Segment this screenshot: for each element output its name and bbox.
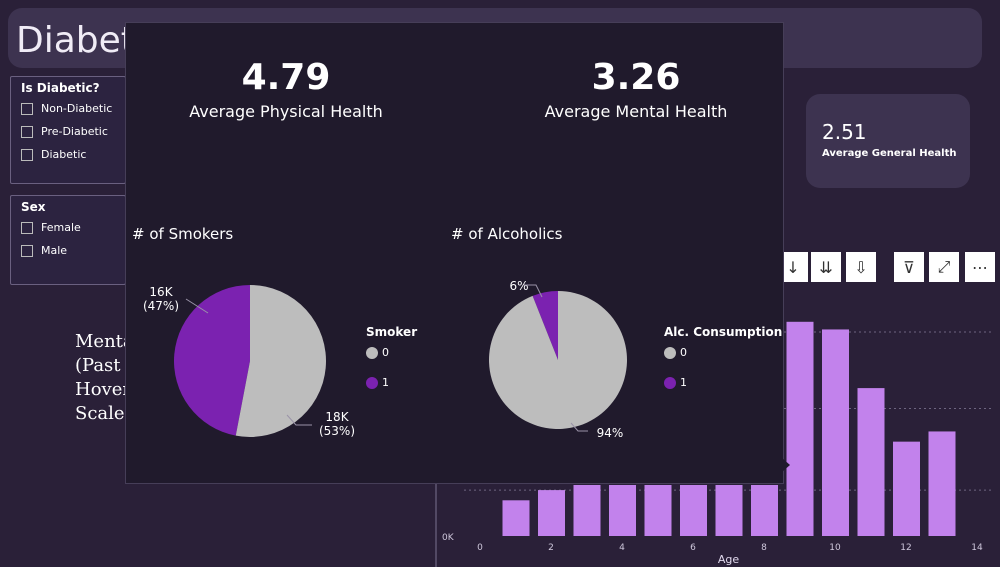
slicer-option-female[interactable]: Female [21, 221, 81, 234]
background-description-text: Menta (Past Hover Scale: [75, 330, 125, 426]
x-tick-label: 14 [971, 543, 983, 553]
x-axis-label: Age [718, 553, 740, 566]
leader-line-0 [185, 298, 209, 314]
more-options-icon[interactable]: ⋯ [965, 252, 995, 282]
pie-leader-lines [185, 284, 588, 432]
smokers-label-0: 18K (53%) [312, 410, 362, 438]
x-tick-label: 0 [477, 543, 483, 553]
slicer-option-pre-diabetic[interactable]: Pre-Diabetic [21, 125, 108, 138]
physical-health-kpi: 4.79 Average Physical Health [166, 57, 406, 121]
kpi-label: Average Physical Health [189, 102, 383, 121]
smokers-label-1: 16K (47%) [136, 285, 186, 313]
option-label: Pre-Diabetic [41, 125, 108, 138]
leader-line-1 [286, 414, 312, 426]
x-tick-label: 4 [619, 543, 625, 553]
checkbox[interactable] [21, 245, 33, 257]
data-label-percent: (47%) [142, 299, 180, 313]
x-tick-label: 8 [761, 543, 767, 553]
x-tick-label: 10 [829, 543, 841, 553]
data-label-value: 18K [325, 410, 349, 424]
alcoholics-pie-chart[interactable] [489, 291, 627, 429]
bar-age-9[interactable] [786, 321, 814, 536]
drill-down-icon[interactable]: ⇩ [846, 252, 876, 282]
smokers-legend-title: Smoker [366, 325, 418, 339]
legend-dot-purple [366, 377, 378, 389]
alcoholics-label-0: 94% [596, 426, 624, 440]
slicer-title: Sex [21, 200, 46, 214]
data-label-percent: (53%) [318, 424, 356, 438]
legend-label: 1 [382, 376, 389, 389]
checkbox[interactable] [21, 149, 33, 161]
kpi-label: Average Mental Health [544, 102, 728, 121]
leader-line-2 [524, 284, 543, 298]
alcoholics-chart-title: # of Alcoholics [451, 225, 563, 243]
slicer-option-male[interactable]: Male [21, 244, 67, 257]
bar-age-13[interactable] [928, 431, 956, 536]
legend-label: 1 [680, 376, 687, 389]
tooltip-pointer [782, 458, 790, 472]
legend-label: 0 [680, 346, 687, 359]
slicer-option-diabetic[interactable]: Diabetic [21, 148, 86, 161]
mental-health-kpi: 3.26 Average Mental Health [516, 57, 756, 121]
kpi-label: Average General Health [822, 148, 957, 159]
kpi-value: 2.51 [822, 120, 867, 144]
slicer-title: Is Diabetic? [21, 81, 100, 95]
bar-age-5[interactable] [644, 485, 672, 536]
tooltip-panel: 4.79 Average Physical Health 3.26 Averag… [125, 22, 784, 484]
checkbox[interactable] [21, 222, 33, 234]
kpi-value: 4.79 [241, 57, 331, 98]
slicer-option-non-diabetic[interactable]: Non-Diabetic [21, 102, 112, 115]
focus-mode-icon[interactable]: ⤢ [929, 252, 959, 282]
average-general-health-card: 2.51 Average General Health [806, 94, 970, 188]
checkbox[interactable] [21, 126, 33, 138]
x-tick-label: 12 [900, 543, 911, 553]
filter-icon[interactable]: ⊽ [894, 252, 924, 282]
bar-age-10[interactable] [822, 329, 849, 536]
pie-slice-1[interactable] [174, 285, 250, 436]
bar-age-3[interactable] [573, 485, 601, 536]
leader-line-3 [570, 422, 588, 432]
legend-item-0[interactable]: 0 [664, 346, 687, 359]
option-label: Diabetic [41, 148, 87, 161]
bar-age-4[interactable] [609, 485, 636, 536]
smokers-pie-chart[interactable] [174, 285, 326, 437]
alcoholics-legend-title: Alc. Consumption [664, 325, 783, 339]
y-tick-label: 0K [442, 533, 455, 543]
bar-age-12[interactable] [893, 441, 920, 536]
text-line: Scale: [75, 403, 125, 424]
text-line: Hover [75, 379, 125, 400]
diabetic-slicer: Is Diabetic? Non-Diabetic Pre-Diabetic D… [10, 76, 126, 184]
legend-dot-purple [664, 377, 676, 389]
option-label: Male [41, 244, 68, 257]
bar-age-1[interactable] [502, 500, 530, 536]
x-tick-label: 6 [690, 543, 696, 553]
legend-item-1[interactable]: 1 [366, 376, 389, 389]
sex-slicer: Sex Female Male [10, 195, 126, 285]
x-tick-label: 2 [548, 543, 554, 553]
bar-age-7[interactable] [715, 485, 743, 536]
smokers-chart-title: # of Smokers [132, 225, 234, 243]
sort-double-icon[interactable]: ⇊ [811, 252, 841, 282]
bar-age-11[interactable] [857, 388, 885, 536]
text-line: Menta [75, 331, 125, 352]
legend-label: 0 [382, 346, 389, 359]
pie-slice-0[interactable] [489, 291, 627, 429]
legend-dot-gray [366, 347, 378, 359]
alcoholics-label-1: 6% [509, 279, 529, 293]
pie-slice-1[interactable] [532, 291, 558, 360]
pie-slice-0[interactable] [235, 285, 326, 437]
legend-dot-gray [664, 347, 676, 359]
bar-age-8[interactable] [751, 485, 778, 536]
text-line: (Past [75, 355, 121, 376]
legend-item-1[interactable]: 1 [664, 376, 687, 389]
data-label-value: 16K [149, 285, 173, 299]
option-label: Non-Diabetic [41, 102, 113, 115]
bar-age-6[interactable] [680, 485, 707, 536]
option-label: Female [41, 221, 81, 234]
kpi-value: 3.26 [591, 57, 681, 98]
bar-age-2[interactable] [538, 490, 565, 536]
checkbox[interactable] [21, 103, 33, 115]
legend-item-0[interactable]: 0 [366, 346, 389, 359]
